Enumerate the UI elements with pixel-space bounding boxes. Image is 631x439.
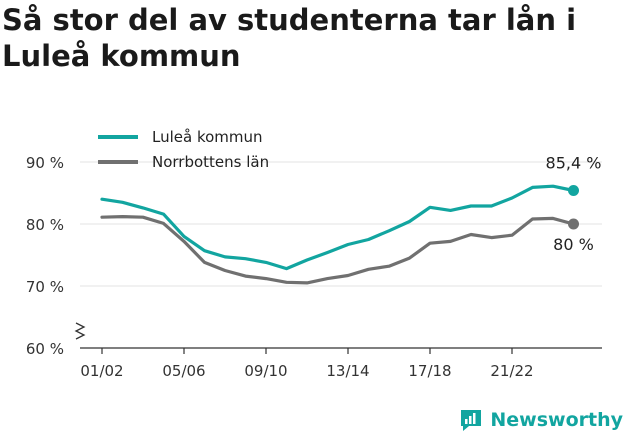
series-end-point (568, 218, 579, 230)
x-tick-label: 13/14 (326, 362, 369, 380)
x-tick-label: 01/02 (80, 362, 123, 380)
series-line (100, 215, 576, 285)
brand: Newsworthy (458, 407, 623, 433)
brand-name: Newsworthy (490, 409, 623, 431)
y-tick-label: 80 % (26, 216, 64, 234)
x-tick-label: 21/22 (490, 362, 533, 380)
legend-label: Luleå kommun (152, 128, 263, 146)
legend: Luleå kommun Norrbottens län (98, 128, 269, 171)
axis-break-icon (74, 322, 86, 340)
y-tick-label: 60 % (26, 340, 64, 358)
series-end-point (568, 185, 579, 197)
data-label: 85,4 % (546, 154, 602, 173)
series-lines (100, 184, 579, 285)
series-line (100, 184, 576, 271)
newsworthy-logo-icon (461, 410, 482, 431)
legend-label: Norrbottens län (152, 153, 269, 171)
y-tick-label: 90 % (26, 154, 64, 172)
grid-lines (80, 161, 602, 287)
x-tick-label: 17/18 (408, 362, 451, 380)
x-tick-label: 05/06 (162, 362, 205, 380)
data-labels: 85,4 % 80 % (546, 154, 602, 254)
data-label: 80 % (553, 235, 594, 254)
axes: 60 % 70 % 80 % 90 % 01/02 05/06 09/10 13/14 17/1… (26, 154, 602, 380)
x-tick-label: 09/10 (244, 362, 287, 380)
chart-title: Så stor del av studenterna tar lån i Lul… (2, 3, 577, 73)
y-tick-label: 70 % (26, 278, 64, 296)
